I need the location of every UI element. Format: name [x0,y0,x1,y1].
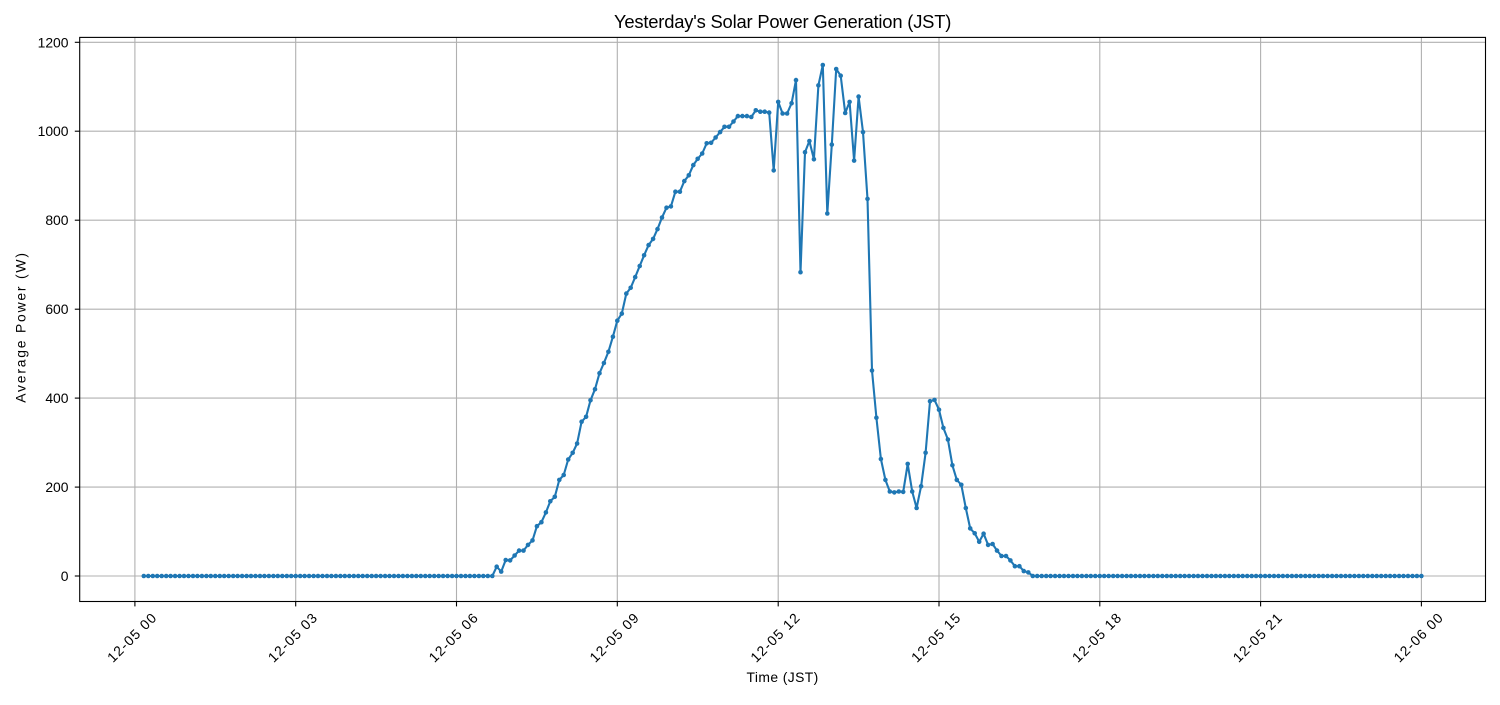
svg-text:200: 200 [45,479,68,495]
svg-text:400: 400 [45,390,68,406]
svg-text:Average Power (W): Average Power (W) [13,251,29,403]
svg-text:1000: 1000 [38,123,69,139]
svg-text:800: 800 [45,212,68,228]
svg-text:0: 0 [61,568,69,584]
svg-text:Time (JST): Time (JST) [747,669,819,685]
svg-text:Yesterday's Solar Power Genera: Yesterday's Solar Power Generation (JST) [614,11,951,32]
svg-text:1200: 1200 [38,34,69,50]
svg-text:600: 600 [45,301,68,317]
